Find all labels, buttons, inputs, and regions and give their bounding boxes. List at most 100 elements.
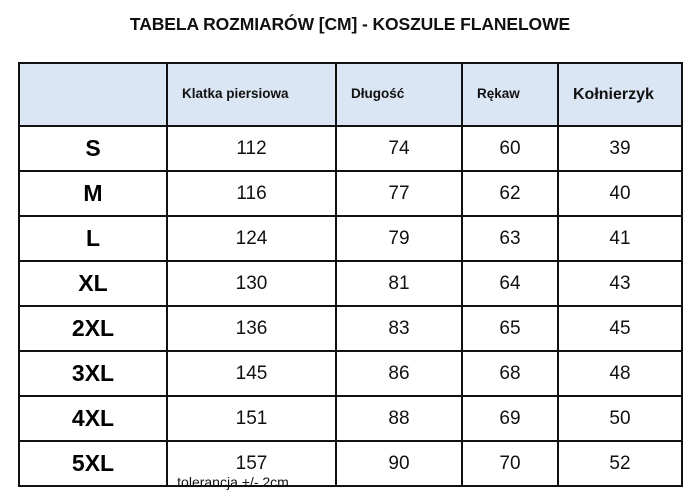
cell-length: 88 bbox=[335, 395, 463, 442]
column-header-length-label: Długość bbox=[351, 86, 405, 102]
chest-value: 130 bbox=[235, 273, 268, 294]
cell-length: 81 bbox=[335, 260, 463, 307]
column-header-collar: Kołnierzyk bbox=[557, 62, 683, 127]
cell-chest: 151 bbox=[166, 395, 337, 442]
size-label: 2XL bbox=[71, 315, 115, 341]
cell-size: 4XL bbox=[18, 395, 168, 442]
cell-length: 77 bbox=[335, 170, 463, 217]
chest-value: 157 bbox=[235, 453, 268, 474]
cell-collar: 41 bbox=[557, 215, 683, 262]
table-row: 2XL 136 83 65 45 bbox=[18, 305, 683, 352]
length-value: 74 bbox=[388, 138, 410, 159]
chest-value: 124 bbox=[235, 228, 268, 249]
sleeve-value: 69 bbox=[499, 408, 521, 429]
table-row: S 112 74 60 39 bbox=[18, 125, 683, 172]
length-value: 86 bbox=[388, 363, 410, 384]
length-value: 83 bbox=[388, 318, 410, 339]
collar-value: 52 bbox=[609, 453, 631, 474]
cell-sleeve: 62 bbox=[461, 170, 559, 217]
cell-size: M bbox=[18, 170, 168, 217]
chest-value: 145 bbox=[235, 363, 268, 384]
column-header-length: Długość bbox=[335, 62, 463, 127]
size-label: S bbox=[85, 135, 101, 161]
cell-sleeve: 70 bbox=[461, 440, 559, 487]
table-row: M 116 77 62 40 bbox=[18, 170, 683, 217]
cell-collar: 48 bbox=[557, 350, 683, 397]
size-label: M bbox=[83, 180, 103, 206]
cell-chest: 157 bbox=[166, 440, 337, 487]
length-value: 81 bbox=[388, 273, 410, 294]
column-header-sleeve-label: Rękaw bbox=[477, 86, 520, 102]
chest-value: 116 bbox=[236, 183, 267, 204]
chest-value: 151 bbox=[235, 408, 268, 429]
cell-collar: 50 bbox=[557, 395, 683, 442]
sleeve-value: 60 bbox=[499, 138, 521, 159]
collar-value: 48 bbox=[609, 363, 631, 384]
cell-collar: 39 bbox=[557, 125, 683, 172]
table-header-row: Klatka piersiowa Długość Rękaw Kołnierzy… bbox=[18, 62, 683, 127]
length-value: 88 bbox=[388, 408, 410, 429]
cell-chest: 130 bbox=[166, 260, 337, 307]
sleeve-value: 65 bbox=[499, 318, 521, 339]
cell-collar: 40 bbox=[557, 170, 683, 217]
length-value: 77 bbox=[388, 183, 410, 204]
cell-collar: 52 bbox=[557, 440, 683, 487]
cell-chest: 136 bbox=[166, 305, 337, 352]
cell-size: S bbox=[18, 125, 168, 172]
cell-size: 5XL bbox=[18, 440, 168, 487]
collar-value: 50 bbox=[609, 408, 631, 429]
page-title: TABELA ROZMIARÓW [CM] - KOSZULE FLANELOW… bbox=[129, 14, 571, 34]
table-head: Klatka piersiowa Długość Rękaw Kołnierzy… bbox=[18, 62, 683, 127]
length-value: 90 bbox=[388, 453, 410, 474]
cell-length: 90 bbox=[335, 440, 463, 487]
collar-value: 41 bbox=[609, 228, 631, 249]
cell-chest: 112 bbox=[166, 125, 337, 172]
cell-sleeve: 65 bbox=[461, 305, 559, 352]
table-row: 4XL 151 88 69 50 bbox=[18, 395, 683, 442]
sleeve-value: 70 bbox=[499, 453, 521, 474]
collar-value: 45 bbox=[609, 318, 631, 339]
column-header-chest-label: Klatka piersiowa bbox=[182, 86, 289, 102]
size-table-container: Klatka piersiowa Długość Rękaw Kołnierzy… bbox=[18, 62, 683, 487]
length-value: 79 bbox=[388, 228, 410, 249]
table-row: XL 130 81 64 43 bbox=[18, 260, 683, 307]
cell-sleeve: 69 bbox=[461, 395, 559, 442]
cell-length: 83 bbox=[335, 305, 463, 352]
size-label: XL bbox=[78, 270, 108, 296]
size-table: Klatka piersiowa Długość Rękaw Kołnierzy… bbox=[18, 62, 683, 487]
cell-chest: 145 bbox=[166, 350, 337, 397]
sleeve-value: 62 bbox=[499, 183, 521, 204]
table-row: 3XL 145 86 68 48 bbox=[18, 350, 683, 397]
cell-chest: 116 bbox=[166, 170, 337, 217]
cell-size: L bbox=[18, 215, 168, 262]
cell-sleeve: 63 bbox=[461, 215, 559, 262]
sleeve-value: 63 bbox=[499, 228, 521, 249]
cell-collar: 45 bbox=[557, 305, 683, 352]
cell-length: 74 bbox=[335, 125, 463, 172]
column-header-sleeve: Rękaw bbox=[461, 62, 559, 127]
sleeve-value: 64 bbox=[499, 273, 521, 294]
cell-length: 79 bbox=[335, 215, 463, 262]
cell-sleeve: 64 bbox=[461, 260, 559, 307]
chest-value: 136 bbox=[235, 318, 268, 339]
column-header-chest: Klatka piersiowa bbox=[166, 62, 337, 127]
table-body: S 112 74 60 39 bbox=[18, 125, 683, 487]
cell-length: 86 bbox=[335, 350, 463, 397]
size-label: 5XL bbox=[71, 450, 115, 476]
chest-value: 112 bbox=[236, 138, 267, 159]
column-header-size bbox=[18, 62, 168, 127]
cell-collar: 43 bbox=[557, 260, 683, 307]
cell-size: 2XL bbox=[18, 305, 168, 352]
cell-sleeve: 60 bbox=[461, 125, 559, 172]
collar-value: 40 bbox=[609, 183, 631, 204]
collar-value: 39 bbox=[609, 138, 631, 159]
sleeve-value: 68 bbox=[499, 363, 521, 384]
table-row: L 124 79 63 41 bbox=[18, 215, 683, 262]
size-label: L bbox=[85, 225, 101, 251]
cell-chest: 124 bbox=[166, 215, 337, 262]
cell-size: 3XL bbox=[18, 350, 168, 397]
collar-value: 43 bbox=[609, 273, 631, 294]
tolerance-note: tolerancja +/- 2cm bbox=[177, 474, 289, 490]
column-header-collar-label: Kołnierzyk bbox=[573, 85, 654, 103]
